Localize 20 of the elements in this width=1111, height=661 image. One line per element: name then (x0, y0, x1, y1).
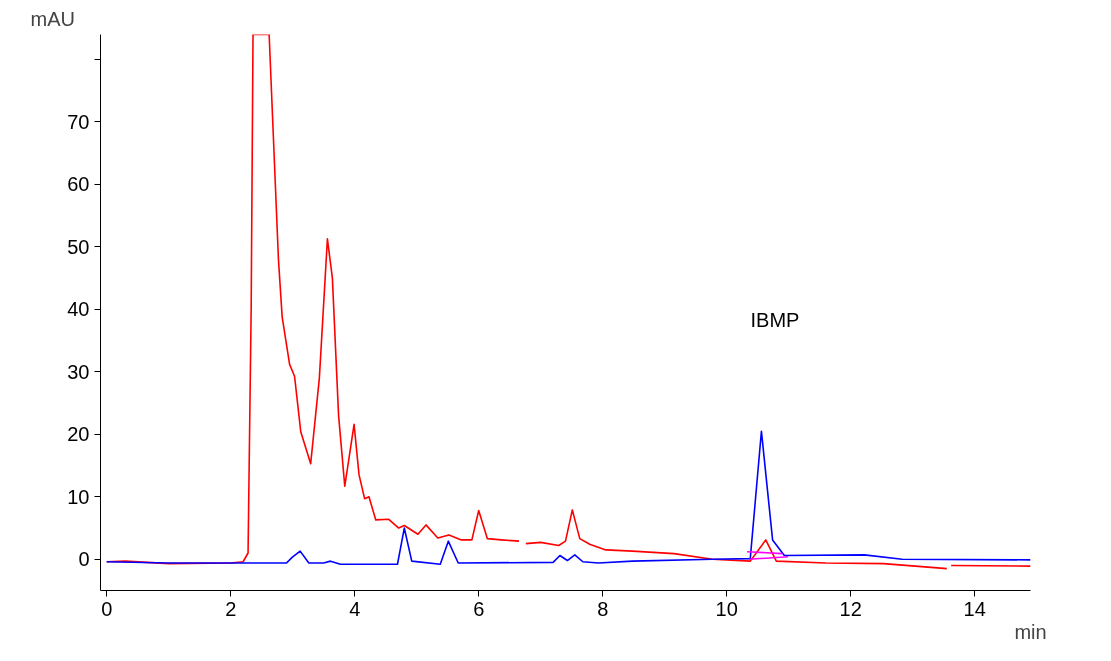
x-tick-label: 12 (839, 597, 862, 620)
annotation: IBMP (750, 308, 800, 331)
x-tick-label: 14 (963, 597, 986, 620)
x-tick-label: 6 (473, 597, 485, 620)
x-tick-label: 10 (715, 597, 738, 620)
x-tick-label: 4 (349, 597, 361, 620)
y-tick-label: 20 (67, 423, 90, 446)
y-tick-label: 70 (67, 110, 90, 133)
x-tick-label: 2 (225, 597, 237, 620)
y-tick-label: 40 (67, 298, 90, 321)
x-axis-title: min (1014, 620, 1047, 643)
x-tick-label: 0 (101, 597, 113, 620)
line-series (105, 430, 1031, 566)
y-tick-label: 10 (67, 485, 90, 508)
x-tick-label: 8 (597, 597, 609, 620)
y-axis-title: mAU (30, 7, 75, 30)
y-tick-label: 30 (67, 360, 90, 383)
y-tick-label: 50 (67, 235, 90, 258)
y-tick-label: 0 (78, 548, 90, 571)
y-tick-label: 60 (67, 173, 90, 196)
